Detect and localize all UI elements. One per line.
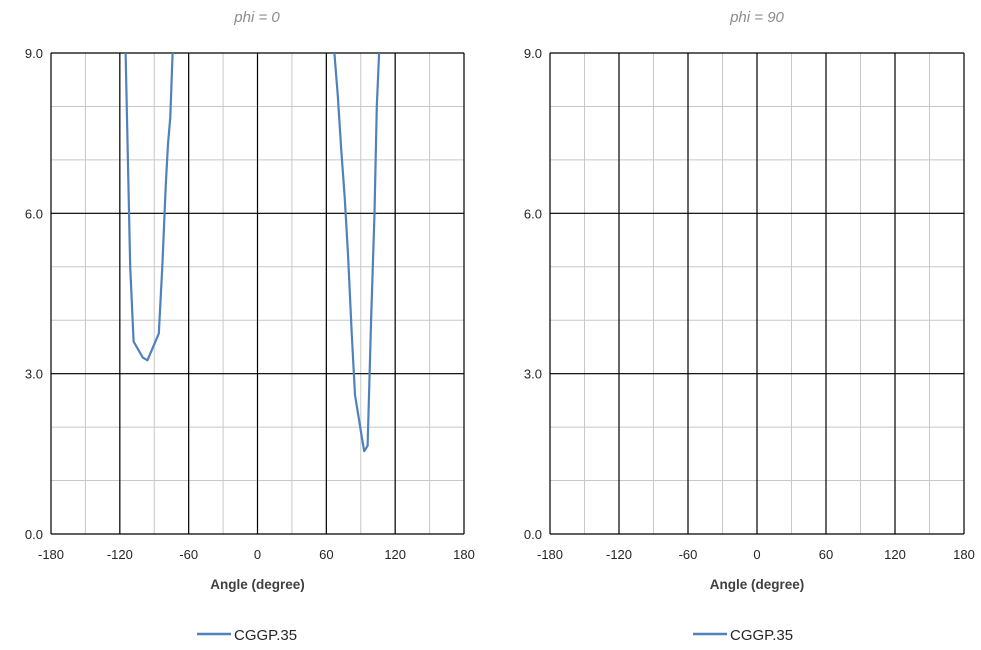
legend-label: CGGP.35 [234,627,297,644]
x-axis-label: Angle (degree) [710,577,805,592]
x-tick-label: -60 [179,547,198,562]
x-tick-label: -180 [38,547,64,562]
legend-label: CGGP.35 [730,627,793,644]
x-tick-label: 180 [953,547,975,562]
x-tick-label: -60 [679,547,698,562]
x-tick-label: 0 [753,547,760,562]
series-line [124,52,174,362]
x-tick-label: 60 [319,547,333,562]
y-tick-label: 6.0 [524,206,542,221]
x-tick-label: 0 [254,547,261,562]
x-tick-label: 120 [384,547,406,562]
y-tick-label: 0.0 [524,527,542,542]
x-axis-label: Angle (degree) [210,577,305,592]
x-tick-label: 180 [453,547,475,562]
y-tick-label: 3.0 [25,367,43,382]
x-tick-label: -180 [537,547,563,562]
y-tick-label: 9.0 [524,46,542,61]
series-line [333,52,381,453]
x-tick-label: 60 [819,547,833,562]
chart-title: phi = 0 [233,9,280,26]
y-tick-label: 9.0 [25,46,43,61]
y-tick-label: 6.0 [25,206,43,221]
x-tick-label: -120 [606,547,632,562]
chart-title: phi = 90 [729,9,784,26]
x-tick-label: -120 [107,547,133,562]
chart-panel-0: phi = 0 -180 -120 -60 0 60 120 180 0.0 3.0 6.0 9.0 A… [25,9,475,644]
y-tick-label: 0.0 [25,527,43,542]
x-tick-label: 120 [884,547,906,562]
chart-panel-1: phi = 90 -180 -120 -60 0 60 120 180 0.0 3.0 6.0 9.0… [524,9,975,644]
y-tick-label: 3.0 [524,367,542,382]
